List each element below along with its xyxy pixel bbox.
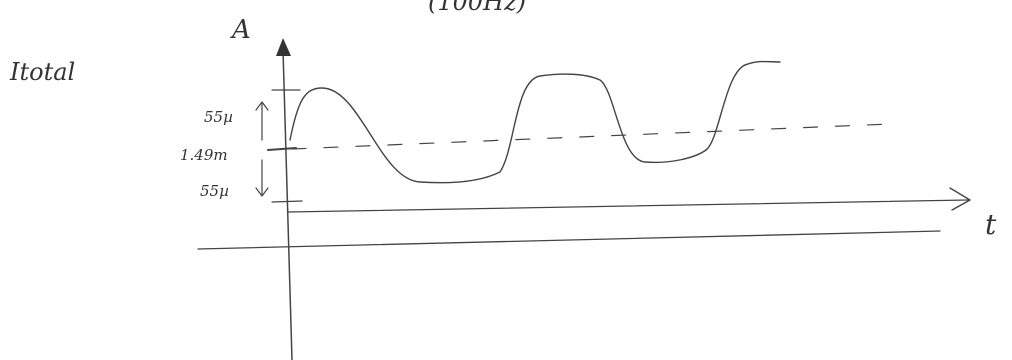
lower-swing-label: 55µ [200,182,229,200]
y-axis [283,50,292,360]
upper-bracket [256,102,268,140]
dc-level-line [292,124,890,149]
dc-level-label: 1.49m [180,146,228,164]
x-axis-arrow [950,188,970,210]
tick [268,148,296,150]
y-axis-label: A [230,15,251,45]
y-axis-arrow [276,38,291,56]
upper-swing-label: 55µ [204,108,233,126]
sketch: A (100Hz) Itotal 55µ 1.49m 55µ t [0,0,1012,360]
tick [272,201,302,202]
baseline [198,231,940,249]
waveform [290,62,780,183]
lower-bracket [256,160,268,196]
x-axis-label: t [985,208,997,241]
signal-label: Itotal [9,58,75,86]
x-axis [288,200,968,212]
frequency-label: (100Hz) [428,0,526,16]
